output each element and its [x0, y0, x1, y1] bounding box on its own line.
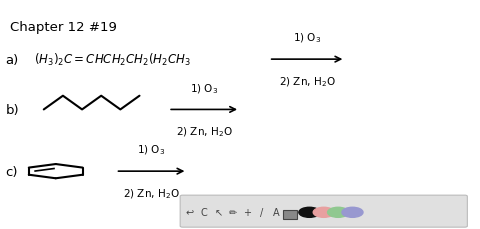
Text: c): c)	[5, 165, 18, 178]
Text: +: +	[243, 207, 251, 217]
Text: ↩: ↩	[186, 207, 194, 217]
Text: 1) O$_3$: 1) O$_3$	[293, 32, 321, 45]
Text: 2) Zn, H$_2$O: 2) Zn, H$_2$O	[123, 186, 180, 200]
Text: Chapter 12 #19: Chapter 12 #19	[10, 21, 117, 34]
Circle shape	[342, 207, 363, 217]
FancyBboxPatch shape	[283, 210, 298, 219]
Circle shape	[299, 207, 320, 217]
Text: $\mathit{(H_3)_2C{=}CHCH_2CH_2(H_2CH_3}$: $\mathit{(H_3)_2C{=}CHCH_2CH_2(H_2CH_3}$	[34, 52, 191, 68]
Text: a): a)	[5, 53, 19, 66]
Text: /: /	[260, 207, 263, 217]
Text: A: A	[273, 207, 279, 217]
Text: 2) Zn, H$_2$O: 2) Zn, H$_2$O	[176, 125, 232, 138]
FancyBboxPatch shape	[180, 195, 468, 227]
Text: ✏: ✏	[229, 207, 237, 217]
Text: 1) O$_3$: 1) O$_3$	[137, 143, 166, 157]
Text: b): b)	[5, 104, 19, 116]
Text: C: C	[201, 207, 207, 217]
Text: 1) O$_3$: 1) O$_3$	[190, 82, 218, 95]
Circle shape	[313, 207, 334, 217]
Text: ↖: ↖	[215, 207, 223, 217]
Text: 2) Zn, H$_2$O: 2) Zn, H$_2$O	[279, 75, 336, 88]
Circle shape	[327, 207, 348, 217]
